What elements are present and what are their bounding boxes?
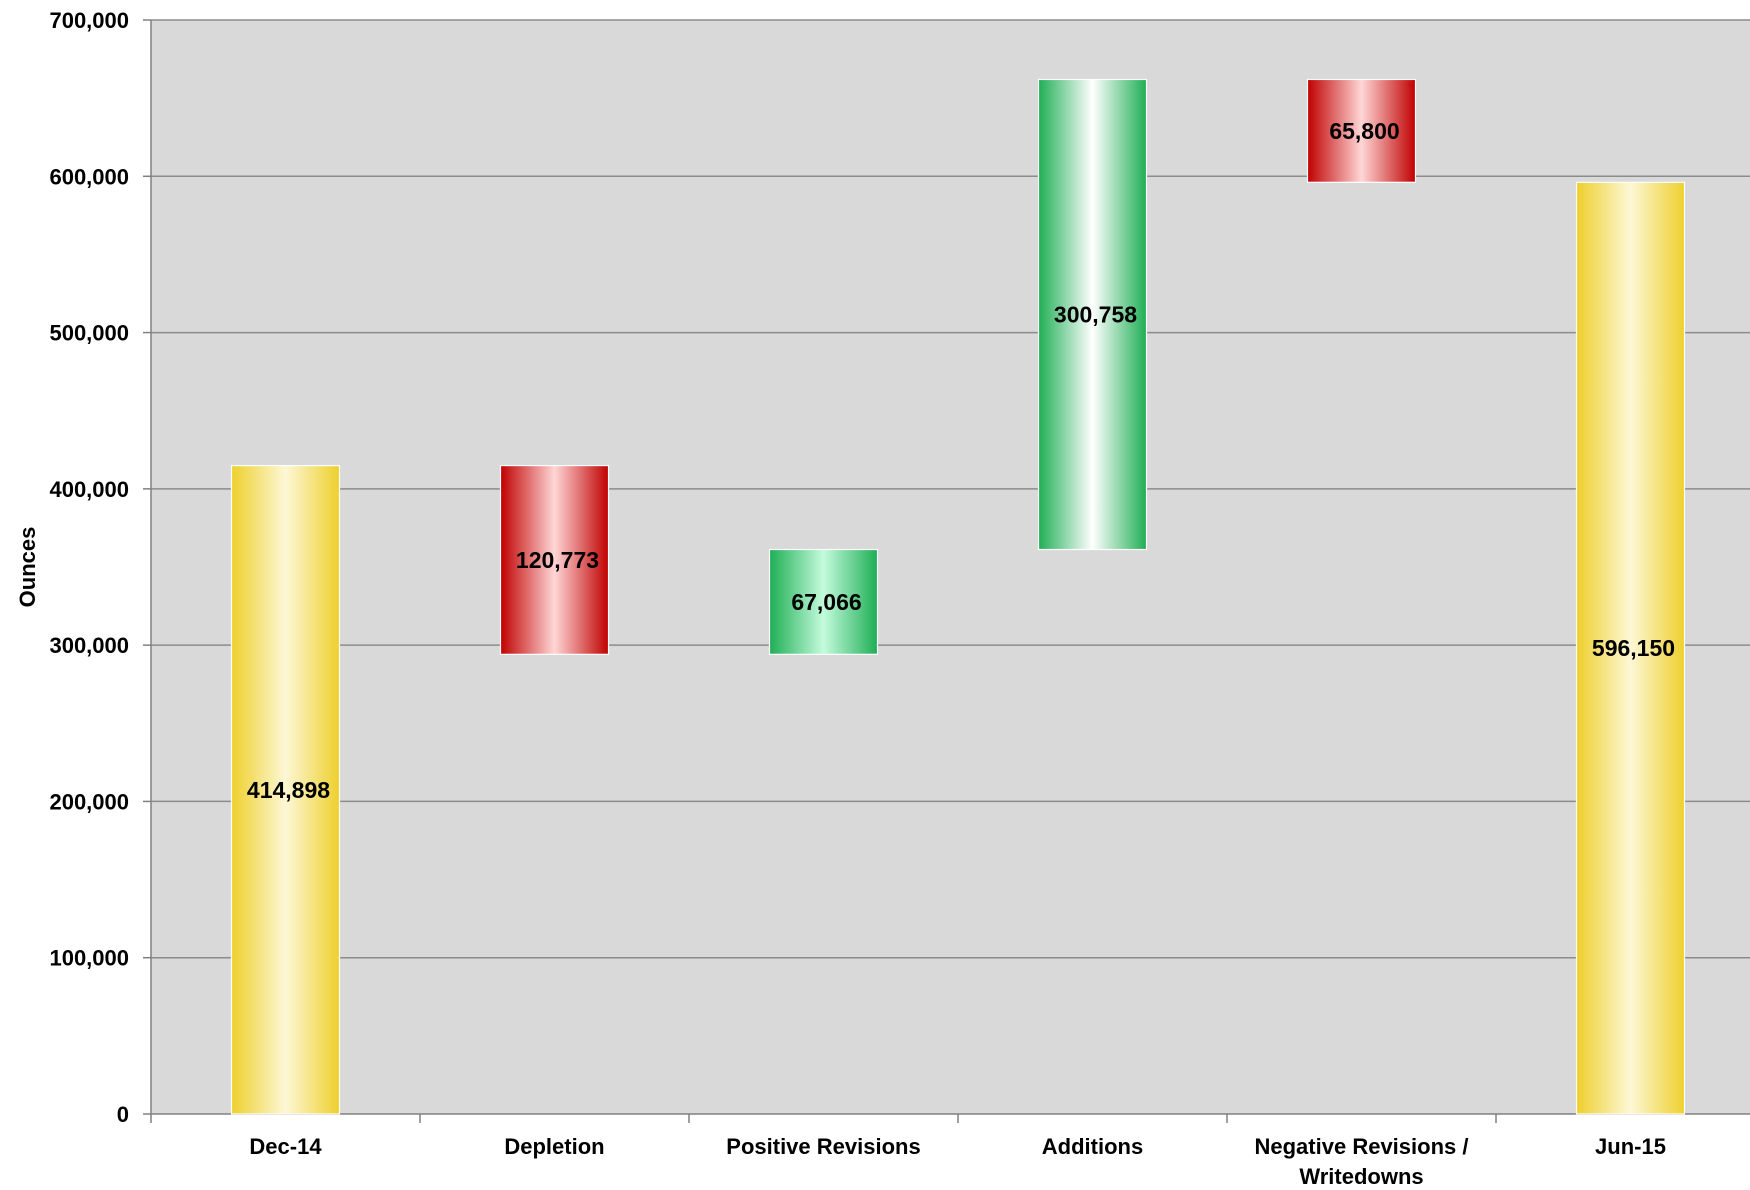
category-label: Jun-15 <box>1595 1134 1666 1159</box>
y-tick-label: 500,000 <box>49 321 129 346</box>
y-tick-label: 100,000 <box>49 946 129 971</box>
bar-positive-revisions <box>768 548 879 655</box>
bar-dec-14 <box>230 464 341 1115</box>
bar-jun-15 <box>1575 181 1686 1115</box>
data-label: 300,758 <box>1054 301 1137 327</box>
data-label: 596,150 <box>1592 635 1675 661</box>
data-labels: 414,898 120,773 67,066 300,758 65,800 596,150 <box>247 118 1675 803</box>
category-label: Depletion <box>504 1134 604 1159</box>
data-label: 414,898 <box>247 777 330 803</box>
bar-negative-revisions-writedowns <box>1306 78 1417 183</box>
y-tick-label: 300,000 <box>49 633 129 658</box>
plot-area <box>151 20 1750 1114</box>
y-tick-label: 400,000 <box>49 477 129 502</box>
y-axis-title: Ounces <box>15 527 40 608</box>
data-label: 67,066 <box>791 589 861 615</box>
category-label: Additions <box>1042 1134 1143 1159</box>
category-labels: Dec-14 Depletion Positive Revisions Additio… <box>249 1134 1666 1189</box>
y-tick-label: 0 <box>117 1102 129 1127</box>
category-label: Positive Revisions <box>726 1134 920 1159</box>
y-tick-label: 200,000 <box>49 789 129 814</box>
bar-depletion <box>499 464 610 655</box>
data-label: 120,773 <box>516 547 599 573</box>
data-label: 65,800 <box>1329 118 1399 144</box>
gridlines <box>151 19 1750 959</box>
y-tick-label: 600,000 <box>49 164 129 189</box>
bars <box>230 78 1686 1115</box>
axes: 0 100,000 200,000 300,000 400,000 500,000 600,… <box>49 8 1750 1127</box>
bar-additions <box>1037 78 1148 551</box>
category-label: Negative Revisions / Writedowns <box>1255 1134 1469 1189</box>
category-label: Dec-14 <box>249 1134 322 1159</box>
y-tick-label: 700,000 <box>49 8 129 33</box>
